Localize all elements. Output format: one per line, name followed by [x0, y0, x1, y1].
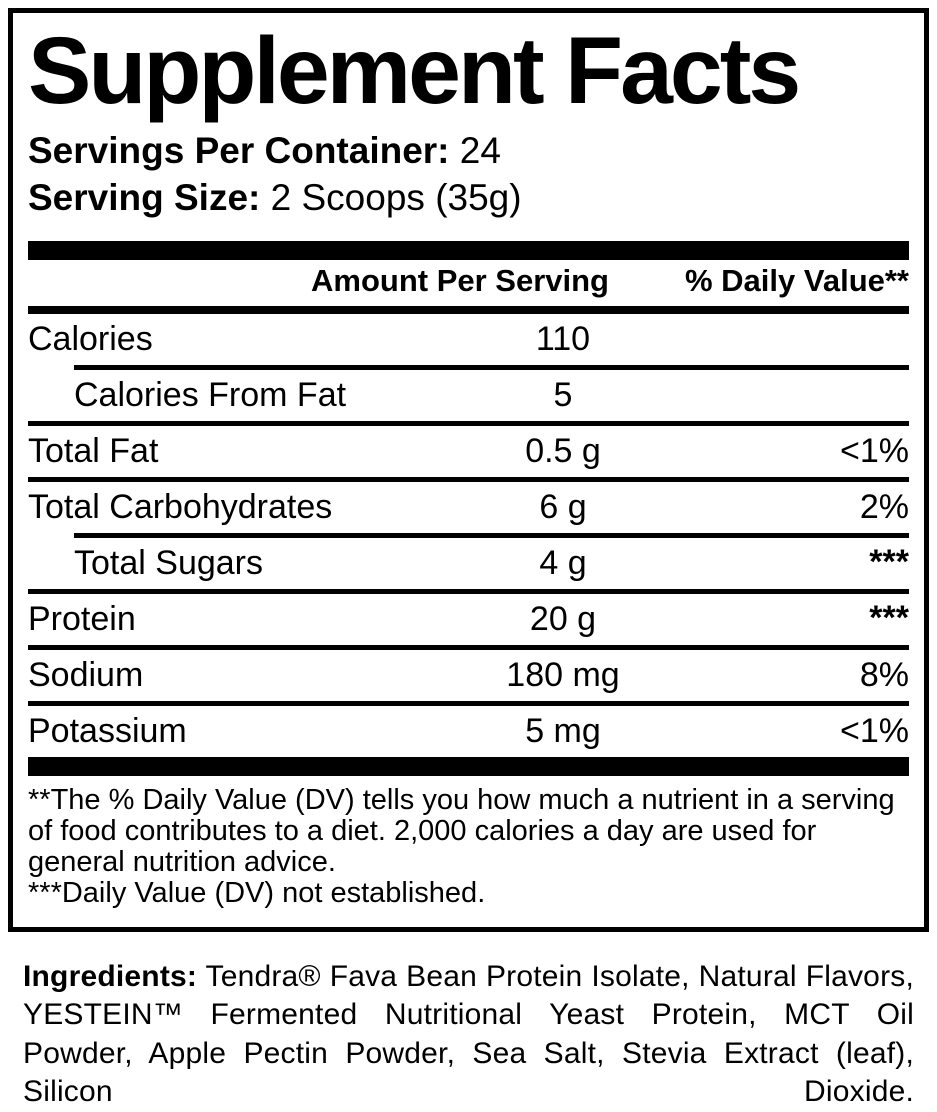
nutrient-name: Potassium: [28, 712, 187, 751]
servings-per-container-value: 24: [449, 130, 501, 172]
nutrient-name: Total Carbohydrates: [28, 488, 333, 527]
nutrient-daily-value: 2%: [859, 488, 909, 527]
nutrient-daily-value: ***: [869, 543, 909, 582]
nutrient-daily-value: <1%: [840, 432, 909, 471]
nutrition-row: Total Sugars 4 g ***: [28, 538, 909, 589]
section-divider-bar-bottom: [28, 757, 909, 777]
nutrient-name: Total Sugars: [74, 544, 263, 583]
row-separator: [28, 701, 909, 707]
nutrition-table-body: Calories 110 Calories From Fat 5 Total Fat 0.…: [28, 314, 909, 757]
serving-size: Serving Size: 2 Scoops (35g): [28, 175, 909, 222]
nutrition-row: Calories 110: [28, 314, 909, 365]
nutrient-name: Calories From Fat: [74, 376, 347, 415]
nutrient-amount: 180 mg: [506, 656, 620, 695]
footnotes: **The % Daily Value (DV) tells you how m…: [28, 785, 909, 908]
nutrient-daily-value: <1%: [840, 712, 909, 751]
nutrition-row: Sodium 180 mg 8%: [28, 650, 909, 701]
nutrient-name: Calories: [28, 320, 153, 359]
servings-per-container: Servings Per Container: 24: [28, 128, 909, 175]
ingredients-statement: Ingredients: Tendra® Fava Bean Protein I…: [23, 958, 914, 1112]
nutrient-amount: 6 g: [539, 488, 587, 527]
row-separator: [74, 365, 909, 371]
nutrition-row: Potassium 5 mg <1%: [28, 706, 909, 757]
nutrition-row: Protein 20 g ***: [28, 594, 909, 645]
nutrient-amount: 110: [535, 320, 591, 359]
serving-info: Servings Per Container: 24 Serving Size:…: [28, 128, 909, 221]
supplement-facts-panel: Supplement Facts Servings Per Container:…: [8, 8, 929, 932]
section-divider-bar-top: [28, 241, 909, 261]
serving-size-label: Serving Size:: [28, 176, 261, 218]
nutrient-daily-value: ***: [869, 599, 909, 638]
servings-per-container-label: Servings Per Container:: [28, 130, 450, 172]
nutrition-table-header: Amount Per Serving % Daily Value**: [28, 260, 909, 315]
ingredients-label: Ingredients:: [23, 960, 198, 993]
nutrient-daily-value: 8%: [859, 656, 909, 695]
serving-size-value: 2 Scoops (35g): [260, 176, 522, 218]
column-header-daily-value: % Daily Value**: [684, 263, 909, 299]
nutrient-amount: 0.5 g: [525, 432, 601, 471]
panel-title: Supplement Facts: [28, 18, 801, 124]
nutrient-name: Sodium: [28, 656, 144, 695]
row-separator: [28, 477, 909, 483]
not-established-footnote: ***Daily Value (DV) not established.: [28, 876, 486, 909]
row-separator: [28, 421, 909, 427]
nutrient-name: Total Fat: [28, 432, 159, 471]
nutrition-row: Total Carbohydrates 6 g 2%: [28, 482, 909, 533]
row-separator: [28, 589, 909, 595]
nutrient-amount: 4 g: [539, 544, 587, 583]
nutrient-amount: 20 g: [529, 600, 597, 639]
nutrient-name: Protein: [28, 600, 136, 639]
nutrient-amount: 5: [553, 376, 573, 415]
row-separator: [28, 645, 909, 651]
nutrition-row: Calories From Fat 5: [28, 370, 909, 421]
daily-value-footnote: **The % Daily Value (DV) tells you how m…: [28, 784, 895, 878]
row-separator: [74, 533, 909, 539]
nutrition-row: Total Fat 0.5 g <1%: [28, 426, 909, 477]
nutrient-amount: 5 mg: [525, 712, 601, 751]
column-header-amount: Amount Per Serving: [311, 263, 609, 299]
